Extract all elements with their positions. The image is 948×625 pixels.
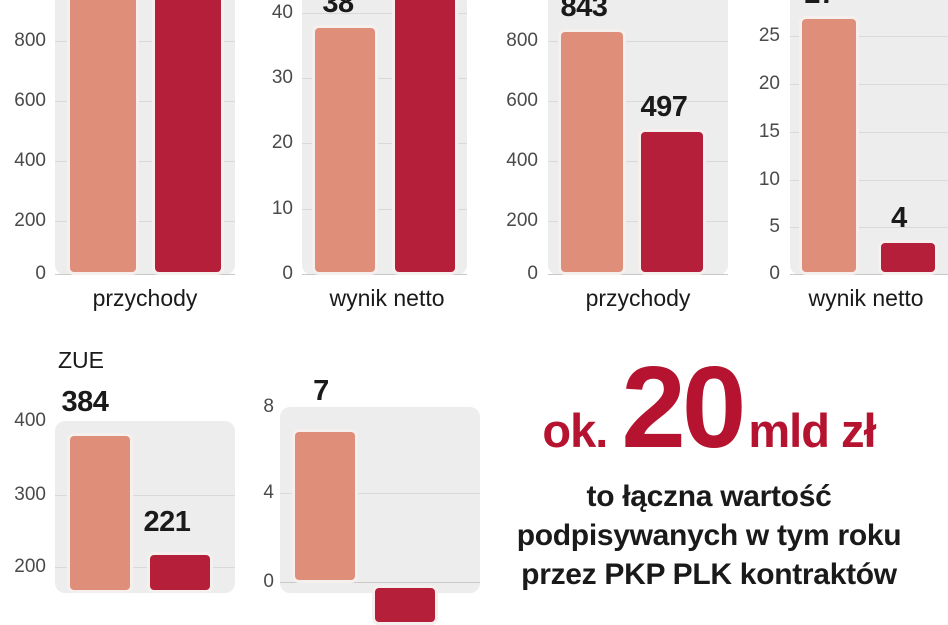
- y-tick-label: 200: [506, 210, 538, 231]
- bar-dark: [392, 0, 458, 275]
- zero-line: [548, 274, 728, 275]
- bar-value-label: 4: [891, 202, 907, 234]
- y-tick-label: 600: [14, 90, 46, 111]
- y-tick-label: 0: [263, 571, 274, 592]
- callout-description: to łączna wartość podpisywanych w tym ro…: [470, 477, 948, 593]
- gridline: [55, 221, 235, 222]
- gridline: [302, 13, 467, 14]
- gridline: [790, 227, 948, 228]
- y-tick-label: 300: [14, 484, 46, 505]
- y-tick-label: 20: [271, 132, 293, 153]
- y-tick-label: 20: [758, 73, 780, 94]
- gridline: [55, 161, 235, 162]
- gridline: [55, 567, 235, 568]
- zero-line: [790, 274, 948, 275]
- y-tick-label: 200: [14, 210, 46, 231]
- y-tick-label: 400: [14, 410, 46, 431]
- y-tick-label: 0: [527, 263, 538, 284]
- bar-value-label: 7: [313, 375, 329, 407]
- gridline: [55, 41, 235, 42]
- chart-trakcja-wynik-netto: 40 30 20 10 0 38 wynik netto: [250, 0, 485, 320]
- gridline: [790, 36, 948, 37]
- callout-headline: ok. 20 mld zł: [470, 355, 948, 472]
- chart-torpol-przychody: 800 600 400 200 0 843 497 przychody: [490, 0, 740, 320]
- gridline: [790, 132, 948, 133]
- chart-zue-przychody: ZUE 400 300 200 384 221: [0, 345, 250, 593]
- y-tick-label: 25: [758, 25, 780, 46]
- gridline: [280, 493, 480, 494]
- callout-description-line-3: przez PKP PLK kontraktów: [521, 558, 897, 591]
- plot-area: [55, 0, 235, 275]
- bar-light: [67, 433, 133, 593]
- y-tick-label: 0: [35, 263, 46, 284]
- bar-value-label: 38: [322, 0, 354, 19]
- callout-block: ok. 20 mld zł to łączna wartość podpisyw…: [470, 355, 948, 593]
- bar-value-label: 221: [143, 506, 191, 538]
- bar-value-label: 27: [776, 0, 864, 11]
- y-tick-label: 4: [263, 482, 274, 503]
- callout-unit: mld zł: [748, 404, 876, 457]
- gridline: [302, 78, 467, 79]
- callout-description-line-2: podpisywanych w tym roku: [516, 519, 902, 552]
- callout-number: 20: [621, 355, 746, 472]
- bar-dark: [147, 552, 213, 593]
- bar-light: [67, 0, 139, 275]
- gridline: [302, 143, 467, 144]
- gridline: [790, 180, 948, 181]
- callout-prefix: ok.: [542, 404, 608, 457]
- gridline: [302, 209, 467, 210]
- bar-light: [799, 16, 859, 275]
- y-tick-label: 10: [271, 198, 293, 219]
- bar-light: [292, 429, 358, 583]
- x-axis-label: wynik netto: [808, 285, 924, 311]
- gridline: [55, 101, 235, 102]
- y-tick-label: 400: [506, 150, 538, 171]
- bar-dark: [372, 585, 438, 625]
- chart-trakcja-przychody: 800 600 400 200 0 przychody: [0, 0, 250, 320]
- zero-line: [55, 274, 235, 275]
- plot-area: [548, 0, 728, 275]
- y-tick-label: 40: [271, 2, 293, 23]
- plot-area: [790, 0, 948, 275]
- y-tick-label: 15: [758, 121, 780, 142]
- y-tick-label: 200: [14, 556, 46, 577]
- y-tick-label: 400: [14, 150, 46, 171]
- plot-area: [55, 421, 235, 593]
- gridline: [548, 101, 728, 102]
- callout-description-line-1: to łączna wartość: [586, 480, 832, 513]
- y-tick-label: 5: [769, 216, 780, 237]
- x-axis-label: przychody: [585, 285, 691, 311]
- bar-value-label: 384: [61, 386, 109, 418]
- y-tick-label: 8: [263, 396, 274, 417]
- gridline: [55, 495, 235, 496]
- bar-light: [558, 29, 626, 275]
- zero-line: [280, 582, 480, 583]
- gridline: [548, 41, 728, 42]
- y-tick-label: 0: [282, 263, 293, 284]
- company-label-zue: ZUE: [58, 347, 104, 373]
- x-axis-label: przychody: [92, 285, 198, 311]
- plot-area: [302, 0, 467, 275]
- bar-value-label: 843: [560, 0, 608, 23]
- bar-dark: [878, 240, 938, 275]
- y-tick-label: 0: [769, 263, 780, 284]
- chart-zue-wynik-netto: 8 4 0 7: [250, 375, 485, 625]
- y-tick-label: 600: [506, 90, 538, 111]
- y-tick-label: 800: [506, 30, 538, 51]
- bar-dark: [638, 129, 706, 275]
- y-tick-label: 800: [14, 30, 46, 51]
- bar-dark: [152, 0, 224, 275]
- plot-area: [280, 407, 480, 625]
- bar-light: [312, 25, 378, 275]
- y-tick-label: 10: [758, 169, 780, 190]
- bar-value-label: 497: [640, 91, 688, 123]
- gridline: [790, 84, 948, 85]
- x-axis-label: wynik netto: [329, 285, 445, 311]
- y-tick-label: 30: [271, 67, 293, 88]
- chart-torpol-wynik-netto: 25 20 15 10 5 0 27 4 wynik netto: [740, 0, 948, 320]
- zero-line: [302, 274, 467, 275]
